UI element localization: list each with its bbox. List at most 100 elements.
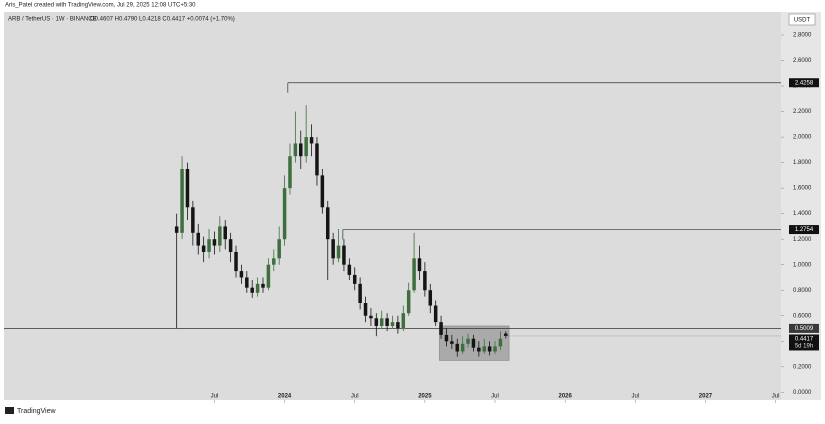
- candle-body: [239, 271, 244, 278]
- y-tick-label: 1.4000: [793, 211, 812, 217]
- x-tick-label: 2027: [699, 394, 713, 400]
- candle-body: [218, 226, 222, 246]
- x-tick-label: Jul: [211, 394, 219, 400]
- candle-body: [342, 245, 346, 265]
- x-tick-label: Jul: [772, 394, 780, 400]
- candle-body: [390, 322, 395, 326]
- candle-body: [385, 318, 389, 326]
- candle-body: [487, 346, 492, 352]
- candle-body: [315, 143, 319, 176]
- x-tick-label: Jul: [351, 394, 359, 400]
- level-label: 1.2754: [795, 227, 814, 233]
- level-label-bg: [789, 323, 819, 333]
- candle-body: [493, 346, 497, 352]
- candle-body: [212, 239, 217, 246]
- candle-body: [277, 239, 281, 259]
- candle-body: [201, 245, 206, 252]
- candle-body: [471, 338, 476, 348]
- y-tick-label: 0.0000: [793, 390, 812, 396]
- footer-brand: TradingView: [17, 408, 56, 415]
- candle-body: [250, 287, 254, 293]
- y-tick-label: 2.6000: [793, 58, 812, 64]
- y-tick-label: 0.2000: [793, 364, 812, 370]
- y-tick-label: 0.6000: [793, 313, 812, 319]
- candle-body: [309, 137, 314, 144]
- plot-area: [4, 12, 781, 400]
- candle-body: [234, 251, 238, 272]
- candle-body: [228, 239, 233, 252]
- y-tick-label: 2.0000: [793, 135, 812, 141]
- candle-body: [293, 143, 298, 157]
- x-tick-label: 2026: [558, 394, 572, 400]
- candle-body: [282, 188, 287, 240]
- candle-body: [450, 341, 454, 344]
- candle-body: [460, 343, 465, 352]
- candle-body: [320, 175, 325, 208]
- candle-body: [466, 338, 470, 344]
- candle-body: [347, 264, 352, 275]
- currency: USDT: [794, 18, 811, 24]
- level-label: 0.5009: [795, 326, 814, 332]
- ohlc-legend: O0.4607 H0.4790 L0.4218 C0.4417 +0.0074 …: [90, 17, 235, 23]
- candle-body: [174, 226, 179, 233]
- y-tick-label: 2.8000: [793, 33, 812, 39]
- candle-body: [482, 346, 486, 352]
- level-label: 2.4258: [795, 80, 814, 86]
- last-price: 0.4417: [795, 337, 814, 343]
- candle-body: [255, 283, 260, 293]
- caption: Aris_Patel created with TradingView.com,…: [5, 3, 196, 9]
- candle-body: [406, 290, 411, 314]
- candle-body: [325, 207, 330, 240]
- candle-body: [336, 245, 341, 259]
- candle-body: [358, 283, 362, 303]
- candle-body: [207, 239, 211, 252]
- candle-body: [433, 305, 438, 323]
- chart-title: ARB / TetherUS · 1W · BINANCE: [8, 17, 97, 23]
- candle-body: [299, 143, 303, 157]
- level-label-bg: [789, 225, 819, 235]
- candle-body: [363, 303, 368, 316]
- candle-body: [412, 258, 416, 291]
- candle-body: [428, 290, 433, 306]
- y-tick-label: 1.0000: [793, 262, 812, 268]
- candle-body: [444, 334, 449, 342]
- candle-body: [477, 347, 481, 352]
- candle-body: [180, 168, 184, 233]
- level-label-bg: [789, 78, 819, 88]
- y-tick-label: 1.8000: [793, 160, 812, 166]
- candle-body: [288, 156, 292, 189]
- candle-body: [191, 207, 195, 233]
- candle-body: [196, 232, 201, 246]
- y-tick-label: 0.8000: [793, 288, 812, 294]
- candle-body: [374, 318, 379, 326]
- y-tick-label: 2.2000: [793, 109, 812, 115]
- candle-body: [423, 271, 427, 291]
- candle-body: [261, 283, 265, 288]
- y-tick-label: 1.2000: [793, 237, 812, 243]
- candle-body: [504, 333, 508, 336]
- x-tick-label: 2024: [278, 394, 292, 400]
- candle-body: [304, 137, 308, 157]
- candle-body: [396, 322, 400, 329]
- last-price-bg: [789, 334, 819, 351]
- candle-body: [439, 322, 443, 335]
- candle-body: [369, 315, 373, 319]
- currency-box: [788, 13, 816, 26]
- x-tick-label: 2025: [418, 394, 432, 400]
- countdown: 5d 19h: [795, 344, 813, 350]
- candle-body: [455, 343, 460, 352]
- candle-body: [401, 313, 406, 329]
- candle-body: [331, 239, 335, 259]
- candle-body: [379, 318, 384, 326]
- y-tick-label: 1.6000: [793, 186, 812, 192]
- candle-body: [417, 258, 422, 272]
- candle-body: [266, 264, 271, 288]
- candle-body: [245, 277, 249, 288]
- brand-logo: [5, 407, 14, 414]
- x-tick-label: Jul: [631, 394, 639, 400]
- x-tick-label: Jul: [491, 394, 499, 400]
- candle-body: [498, 338, 503, 347]
- candle-body: [185, 168, 190, 208]
- candle-body: [223, 226, 227, 240]
